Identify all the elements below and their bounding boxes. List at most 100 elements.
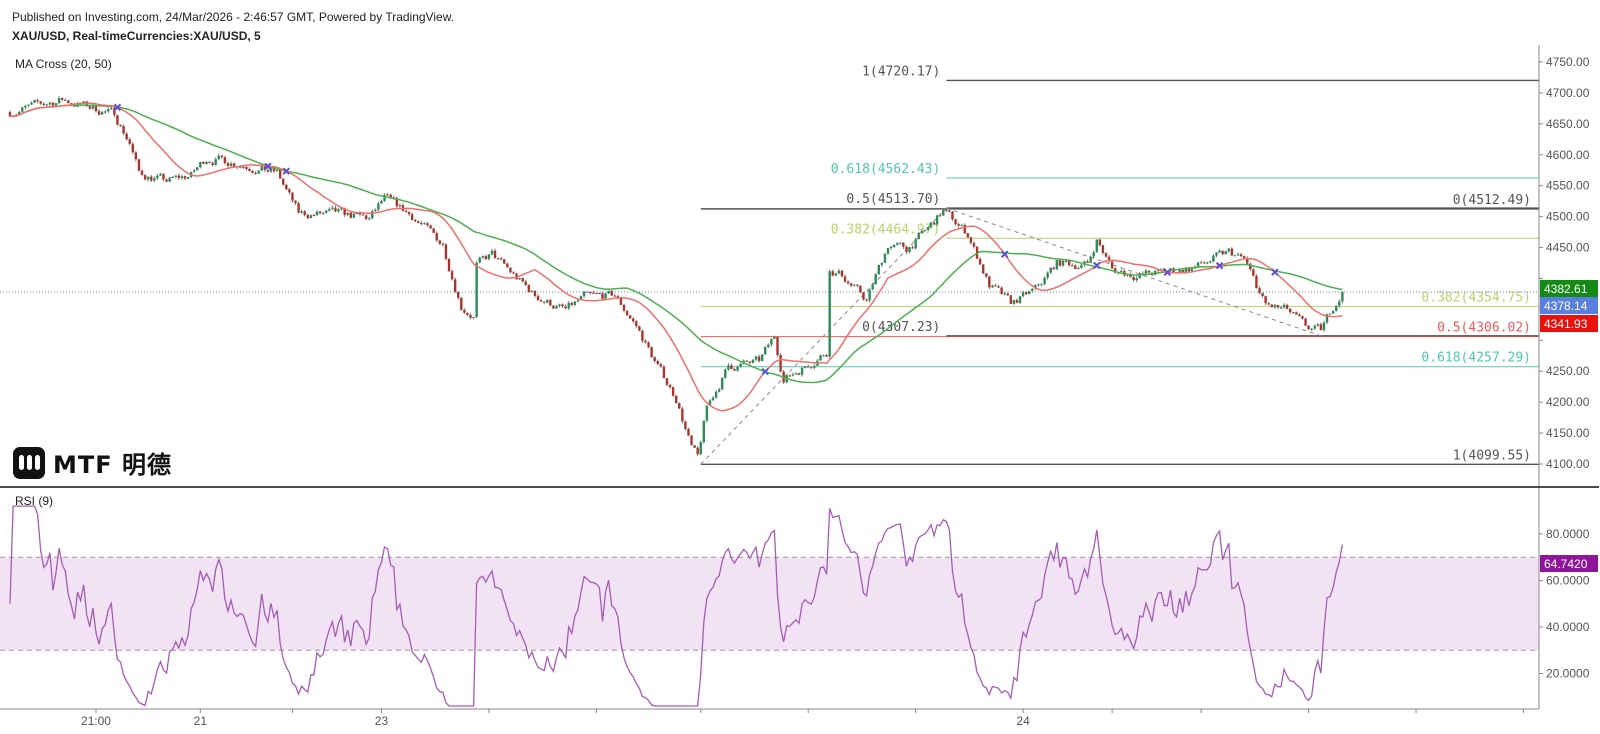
candle-body — [856, 284, 859, 286]
fib-trend-line — [946, 207, 1322, 337]
candle-body — [530, 290, 534, 293]
candle-body — [926, 227, 930, 231]
candle-body — [1132, 277, 1135, 281]
candle-body — [340, 208, 343, 210]
candle-body — [475, 262, 478, 318]
candle-body — [1215, 252, 1218, 256]
candle-body — [822, 355, 825, 357]
candle-body — [137, 159, 141, 171]
candle-body — [518, 278, 521, 280]
candle-body — [119, 124, 122, 126]
candle-body — [751, 359, 755, 363]
candle-body — [208, 161, 211, 163]
candle-body — [966, 233, 970, 238]
candle-body — [441, 243, 445, 245]
candle-body — [358, 213, 362, 215]
candle-body — [920, 231, 923, 234]
candle-body — [100, 112, 104, 115]
candle-body — [417, 221, 420, 223]
candle-body — [1295, 312, 1298, 315]
candle-body — [294, 200, 297, 204]
candle-body — [776, 336, 779, 355]
candle-body — [1160, 268, 1163, 270]
candle-body — [991, 285, 994, 288]
logo-mark-icon — [13, 446, 45, 479]
price-tick-label: 4150.00 — [1546, 426, 1590, 440]
candle-body — [217, 155, 220, 160]
candle-body — [622, 304, 626, 311]
price-tick-label: 4100.00 — [1546, 457, 1590, 471]
candle-body — [57, 98, 61, 104]
candle-body — [948, 210, 951, 212]
candle-body — [862, 292, 865, 300]
candle-body — [297, 203, 300, 213]
candle-body — [724, 369, 727, 378]
candle-body — [764, 347, 767, 355]
candle-body — [598, 292, 601, 294]
ma-cross-marker — [1215, 261, 1224, 270]
candle-body — [546, 300, 549, 303]
candle-body — [278, 170, 282, 179]
candle-body — [196, 167, 199, 171]
candle-body — [1000, 287, 1003, 294]
candle-body — [1089, 256, 1092, 263]
rsi-band — [0, 557, 1539, 651]
candle-body — [1341, 292, 1344, 302]
candle-body — [97, 111, 101, 115]
candle-body — [886, 248, 890, 254]
candle-body — [1224, 251, 1227, 255]
candle-body — [1246, 257, 1249, 264]
candle-body — [1031, 288, 1034, 291]
candle-body — [963, 224, 966, 234]
candle-body — [398, 205, 402, 207]
candle-body — [242, 166, 245, 168]
candle-body — [1083, 261, 1086, 265]
candle-body — [1061, 260, 1065, 266]
candle-body — [346, 212, 349, 215]
candle-body — [1313, 325, 1316, 329]
candle-body — [791, 374, 795, 376]
candle-body — [978, 258, 982, 265]
candle-body — [156, 175, 159, 179]
candle-body — [662, 366, 666, 379]
candle-body — [245, 167, 248, 169]
candle-body — [1304, 318, 1307, 326]
candle-body — [484, 256, 488, 260]
candle-body — [914, 239, 917, 249]
candle-body — [564, 306, 567, 309]
candle-body — [472, 317, 475, 319]
price-tick-label: 4500.00 — [1546, 210, 1590, 224]
rsi-legend[interactable]: RSI (9) — [15, 494, 54, 508]
price-tick-label: 4550.00 — [1546, 179, 1590, 193]
candle-body — [727, 365, 730, 370]
candle-body — [561, 304, 564, 307]
fib-trend-line — [700, 207, 947, 465]
fib-level-label: 0(4512.49) — [1453, 193, 1531, 208]
candle-body — [94, 105, 98, 112]
candle-body — [641, 330, 644, 341]
candle-body — [595, 292, 598, 294]
ma50-line — [9, 104, 1343, 384]
last-value-badge — [1540, 297, 1598, 314]
candle-body — [665, 378, 669, 385]
candle-body — [687, 429, 690, 436]
candle-body — [512, 272, 515, 274]
candle-body — [1307, 325, 1310, 330]
candle-body — [116, 115, 119, 125]
candle-body — [232, 163, 236, 167]
candle-body — [1255, 275, 1258, 289]
ma-cross-legend[interactable]: MA Cross (20, 50) — [15, 57, 112, 71]
candle-body — [309, 215, 313, 219]
candle-body — [1239, 254, 1243, 257]
candle-body — [604, 293, 607, 299]
candle-body — [193, 170, 196, 172]
candle-body — [803, 366, 807, 368]
candle-body — [429, 225, 432, 229]
candle-body — [186, 176, 190, 179]
candle-body — [125, 133, 128, 140]
candle-body — [214, 159, 217, 165]
fib-level-label: 0.618(4257.29) — [1421, 351, 1531, 366]
rsi-line — [9, 505, 1344, 707]
candle-body — [1292, 312, 1295, 314]
